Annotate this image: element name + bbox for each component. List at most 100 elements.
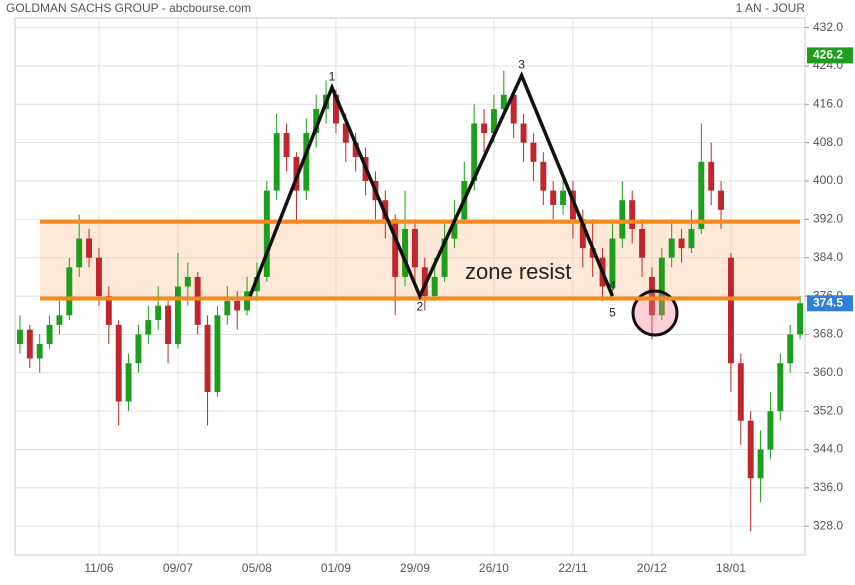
pattern-point-label: 2: [417, 299, 424, 313]
y-tick-label: 344.0: [813, 442, 843, 456]
candle-body: [76, 238, 83, 268]
candle-body: [46, 324, 53, 345]
candle-body: [500, 94, 507, 110]
candle-body: [569, 190, 576, 220]
candle-body: [392, 219, 399, 277]
x-tick-label: 05/08: [242, 561, 272, 575]
candle-body: [589, 248, 596, 258]
candle-body: [253, 276, 260, 292]
candle-body: [787, 334, 794, 364]
pattern-point-label: 4: [609, 278, 616, 292]
x-tick-label: 20/12: [637, 561, 667, 575]
candle-body: [56, 315, 63, 325]
y-tick-label: 416.0: [813, 96, 843, 110]
x-tick-label: 26/10: [479, 561, 509, 575]
candle-body: [263, 190, 270, 277]
candle-body: [639, 228, 646, 258]
candle-body: [174, 286, 181, 345]
candle-body: [797, 303, 804, 335]
candle-body: [244, 291, 251, 311]
y-tick-label: 408.0: [813, 135, 843, 149]
y-tick-label: 392.0: [813, 212, 843, 226]
pattern-line: [248, 71, 615, 301]
candle-body: [352, 142, 359, 158]
candle-body: [747, 420, 754, 479]
highlight-circle: [631, 289, 679, 337]
x-tick-label: 01/09: [321, 561, 351, 575]
y-tick-label: 336.0: [813, 480, 843, 494]
candle-body: [145, 320, 152, 335]
candle-body: [125, 363, 132, 402]
candle-body: [658, 257, 665, 316]
candle-body: [629, 200, 636, 229]
candle-body: [402, 228, 409, 277]
price-tag: [807, 47, 853, 64]
y-tick-label: 384.0: [813, 250, 843, 264]
y-tick-label: 400.0: [813, 173, 843, 187]
candle-body: [105, 296, 112, 325]
x-tick-label: 09/07: [163, 561, 193, 575]
candle-body: [95, 257, 102, 297]
y-tick-label: 360.0: [813, 365, 843, 379]
candle-body: [767, 411, 774, 450]
candle-body: [737, 363, 744, 421]
zone-label: zone resist: [465, 259, 571, 284]
candle-body: [273, 133, 280, 191]
candle-body: [234, 300, 241, 311]
candle-body: [668, 238, 675, 258]
price-tag: [807, 295, 853, 312]
candle-body: [727, 257, 734, 364]
candle-body: [579, 219, 586, 249]
candle-body: [184, 276, 191, 287]
y-tick-label: 432.0: [813, 20, 843, 34]
candle-body: [678, 238, 685, 249]
candle-body: [26, 329, 33, 359]
candle-body: [708, 161, 715, 191]
candle-body: [560, 190, 567, 205]
period-label: 1 AN - JOUR: [736, 1, 806, 15]
pattern-point-label: 3: [518, 58, 525, 72]
candle-body: [342, 123, 349, 143]
x-tick-label: 11/06: [84, 561, 113, 575]
candle-body: [490, 109, 497, 134]
candle-body: [214, 315, 221, 392]
y-tick-label: 352.0: [813, 403, 843, 417]
candle-body: [550, 190, 557, 205]
price-tag-label: 426.2: [813, 48, 843, 62]
pattern-point-label: 1: [329, 70, 336, 84]
candle-body: [332, 94, 339, 124]
pattern-point-label: 5: [609, 305, 616, 319]
candle-body: [303, 133, 310, 191]
y-tick-label: 368.0: [813, 327, 843, 341]
candle-body: [648, 276, 655, 316]
candle-body: [471, 123, 478, 182]
candle-body: [135, 334, 142, 364]
x-tick-label: 18/01: [716, 561, 746, 575]
candle-body: [155, 305, 162, 321]
resistance-zone: [40, 221, 800, 299]
candle-body: [481, 123, 488, 134]
candle-body: [194, 276, 201, 325]
plot-area: [14, 17, 806, 556]
candle-body: [115, 324, 122, 402]
candle-body: [431, 276, 438, 297]
candle-body: [224, 300, 231, 316]
candle-body: [36, 344, 43, 359]
x-tick-label: 22/11: [558, 561, 587, 575]
candle-body: [698, 161, 705, 229]
candle-body: [451, 219, 458, 239]
candle-body: [520, 123, 527, 143]
candle-body: [204, 324, 211, 392]
candle-body: [510, 94, 517, 124]
candle-body: [718, 190, 725, 210]
x-tick-label: 29/09: [400, 561, 430, 575]
y-tick-label: 328.0: [813, 518, 843, 532]
candle-body: [411, 228, 418, 268]
candle-body: [16, 329, 23, 345]
candle-body: [540, 161, 547, 191]
candle-body: [609, 238, 616, 287]
candle-body: [688, 228, 695, 249]
candle-body: [86, 238, 93, 258]
candle-body: [441, 238, 448, 277]
